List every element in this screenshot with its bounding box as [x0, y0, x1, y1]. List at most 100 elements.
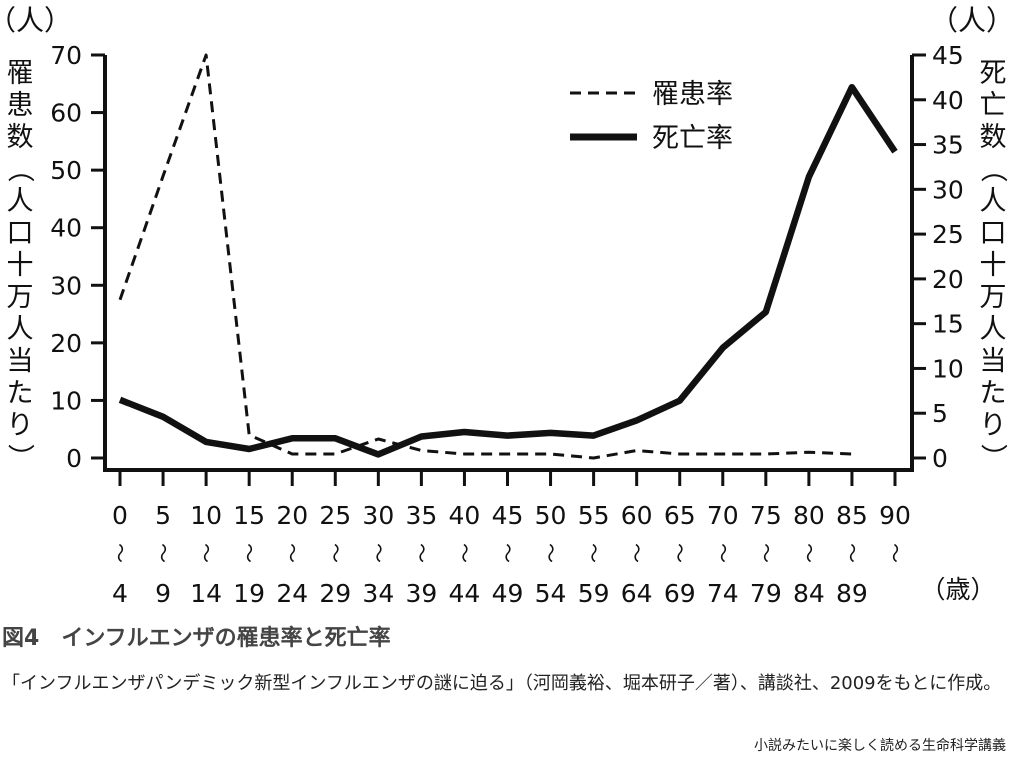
- right-axis-tick-label: 45: [932, 41, 964, 70]
- x-axis-range-mark: 〜: [883, 543, 907, 563]
- x-axis-tick-label-start: 50: [535, 501, 567, 530]
- right-axis-title-char: 当: [980, 346, 1007, 377]
- x-axis-tick-label-start: 25: [319, 501, 351, 530]
- left-axis-title-char: 人: [7, 314, 34, 345]
- x-axis-range-mark: 〜: [840, 543, 864, 563]
- right-axis-title-char: 万: [980, 282, 1007, 313]
- left-axis-tick-label: 0: [66, 444, 82, 473]
- left-axis-tick-label: 40: [50, 214, 82, 243]
- left-axis-title-char: り: [7, 410, 34, 441]
- left-axis-title-char: 罹: [7, 58, 34, 89]
- x-axis-tick-label-end: 79: [750, 579, 782, 608]
- right-axis-title-char: た: [980, 378, 1007, 409]
- x-axis-tick-label-start: 15: [233, 501, 265, 530]
- x-axis-range-mark: 〜: [625, 543, 649, 563]
- figure-label: 図4: [2, 626, 40, 651]
- left-axis-title-char: 十: [7, 250, 34, 281]
- figure-caption-title: 図4 インフルエンザの罹患率と死亡率: [2, 620, 391, 652]
- x-axis-range-mark: 〜: [409, 543, 433, 563]
- right-axis-tick-label: 0: [932, 444, 948, 473]
- x-axis-range-mark: 〜: [237, 543, 261, 563]
- left-axis-title-char: ）: [4, 444, 35, 471]
- x-axis-tick-label-start: 45: [492, 501, 524, 530]
- x-axis-tick-label-end: 44: [449, 579, 481, 608]
- x-axis-tick-label-end: 19: [233, 579, 265, 608]
- right-axis-tick-label: 15: [932, 310, 964, 339]
- left-axis-title-char: 当: [7, 346, 34, 377]
- x-axis-tick-label-end: 49: [492, 579, 524, 608]
- left-axis-title-char: 口: [7, 218, 34, 249]
- x-axis-tick-label-start: 55: [578, 501, 610, 530]
- x-axis-tick-label-start: 35: [405, 501, 437, 530]
- x-axis-range-mark: 〜: [194, 543, 218, 563]
- x-axis-tick-label-start: 5: [155, 501, 171, 530]
- x-axis-range-mark: 〜: [323, 543, 347, 563]
- x-axis-tick-label-end: 4: [112, 579, 128, 608]
- left-axis-tick-label: 10: [50, 386, 82, 415]
- x-axis-range-mark: 〜: [582, 543, 606, 563]
- left-axis-title-char: 人: [7, 186, 34, 217]
- x-axis-range-mark: 〜: [280, 543, 304, 563]
- right-axis-title-char: （: [977, 156, 1008, 183]
- chart: 0102030405060700510152025303540450〜45〜91…: [0, 4, 1012, 608]
- right-axis-tick-label: 5: [932, 399, 948, 428]
- x-axis-tick-label-end: 64: [621, 579, 653, 608]
- right-axis-title-char: 口: [980, 218, 1007, 249]
- right-axis-tick-label: 35: [932, 131, 964, 160]
- left-axis-tick-label: 70: [50, 41, 82, 70]
- x-axis-tick-label-end: 89: [836, 579, 868, 608]
- x-axis-range-mark: 〜: [668, 543, 692, 563]
- left-axis-title-char: （: [4, 156, 35, 183]
- right-axis-title-char: 人: [980, 186, 1007, 217]
- left-axis-title-char: た: [7, 378, 34, 409]
- right-axis-title-char: 人: [980, 314, 1007, 345]
- x-axis-range-mark: 〜: [496, 543, 520, 563]
- x-axis-tick-label-end: 74: [707, 579, 739, 608]
- right-axis-title-char: 死: [980, 58, 1007, 89]
- right-axis-tick-label: 40: [932, 86, 964, 115]
- x-axis-tick-label-start: 20: [276, 501, 308, 530]
- x-axis-tick-label-end: 84: [793, 579, 825, 608]
- x-axis-tick-label-start: 30: [362, 501, 394, 530]
- left-axis-tick-label: 30: [50, 271, 82, 300]
- x-axis-range-mark: 〜: [366, 543, 390, 563]
- mortality-series-line: [118, 83, 898, 458]
- right-axis-title-char: 亡: [980, 90, 1007, 121]
- x-axis-tick-label-start: 70: [707, 501, 739, 530]
- left-axis-tick-label: 20: [50, 329, 82, 358]
- x-axis-range-mark: 〜: [151, 543, 175, 563]
- x-axis-tick-label-end: 9: [155, 579, 171, 608]
- x-axis-range-mark: 〜: [797, 543, 821, 563]
- right-axis-title-char: り: [980, 410, 1007, 441]
- right-axis-tick-label: 30: [932, 175, 964, 204]
- right-axis-title-char: 数: [980, 122, 1007, 153]
- x-axis-tick-label-start: 65: [664, 501, 696, 530]
- left-axis-tick-label: 60: [50, 99, 82, 128]
- x-axis-tick-label-start: 40: [449, 501, 481, 530]
- x-axis-tick-label-start: 0: [112, 501, 128, 530]
- right-axis-title-char: 十: [980, 250, 1007, 281]
- x-axis-tick-label-start: 80: [793, 501, 825, 530]
- x-axis-tick-label-end: 69: [664, 579, 696, 608]
- x-axis-tick-label-end: 54: [535, 579, 567, 608]
- left-axis-title-char: 患: [7, 90, 34, 121]
- left-axis-title-char: 万: [7, 282, 34, 313]
- x-axis-range-mark: 〜: [711, 543, 735, 563]
- x-axis-tick-label-start: 60: [621, 501, 653, 530]
- x-axis-range-mark: 〜: [539, 543, 563, 563]
- legend-label: 死亡率: [652, 123, 733, 154]
- x-axis-tick-label-end: 14: [190, 579, 222, 608]
- left-axis-unit: （人）: [0, 4, 72, 37]
- book-credit: 小説みたいに楽しく読める生命科学講義: [754, 738, 1006, 754]
- figure-source-note: 「インフルエンザパンデミック新型インフルエンザの謎に迫る」（河岡義裕、堀本研子／…: [2, 673, 1002, 694]
- x-axis-range-mark: 〜: [452, 543, 476, 563]
- x-axis-unit: （歳）: [920, 575, 995, 604]
- x-axis-tick-label-end: 29: [319, 579, 351, 608]
- x-axis-range-mark: 〜: [108, 543, 132, 563]
- x-axis-tick-label-start: 10: [190, 501, 222, 530]
- right-axis-tick-label: 20: [932, 265, 964, 294]
- x-axis-tick-label-start: 75: [750, 501, 782, 530]
- right-axis-unit: （人）: [930, 4, 1012, 37]
